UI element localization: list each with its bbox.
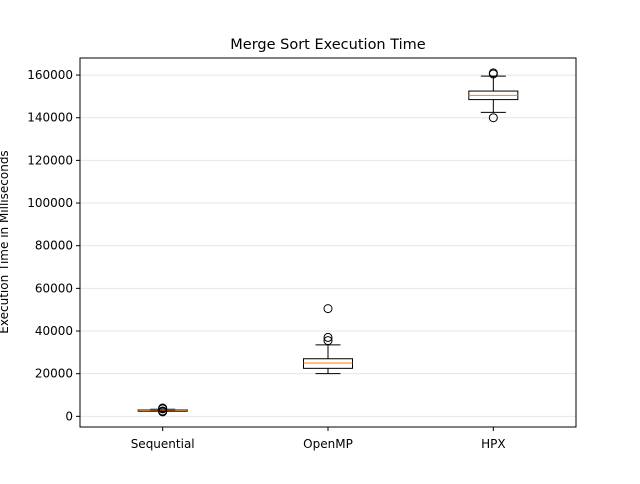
axis-layer: 0 20000 40000 60000 80000 100000 120000 140000 1…	[27, 68, 505, 451]
box-layer	[137, 68, 519, 417]
y-tick-label: 100000	[27, 196, 73, 210]
outlier-point	[323, 336, 333, 346]
y-tick-label: 0	[65, 409, 73, 423]
x-tick-label-hpx: HPX	[481, 437, 505, 451]
y-tick-label: 40000	[35, 324, 73, 338]
y-tick-label: 60000	[35, 281, 73, 295]
grid-layer	[80, 74, 576, 417]
box-iqr	[303, 358, 353, 369]
y-tick-label: 20000	[35, 367, 73, 381]
outlier-point	[488, 68, 498, 78]
y-tick-label: 80000	[35, 239, 73, 253]
outlier-point	[488, 113, 498, 123]
y-tick-label: 140000	[27, 111, 73, 125]
x-tick-label-sequential: Sequential	[131, 437, 195, 451]
outlier-point	[323, 332, 333, 342]
outlier-point	[158, 406, 168, 416]
x-tick-label-openmp: OpenMP	[303, 437, 353, 451]
outlier-point	[158, 403, 168, 413]
y-axis-label: Execution Time in Milliseconds	[0, 150, 11, 333]
outlier-point	[323, 304, 333, 314]
box-group-openmp	[303, 304, 353, 375]
chart-title: Merge Sort Execution Time	[230, 37, 426, 53]
box-group-sequential	[137, 403, 188, 417]
box-group-hpx	[468, 68, 519, 123]
y-tick-label: 160000	[27, 68, 73, 82]
y-tick-label: 120000	[27, 153, 73, 167]
